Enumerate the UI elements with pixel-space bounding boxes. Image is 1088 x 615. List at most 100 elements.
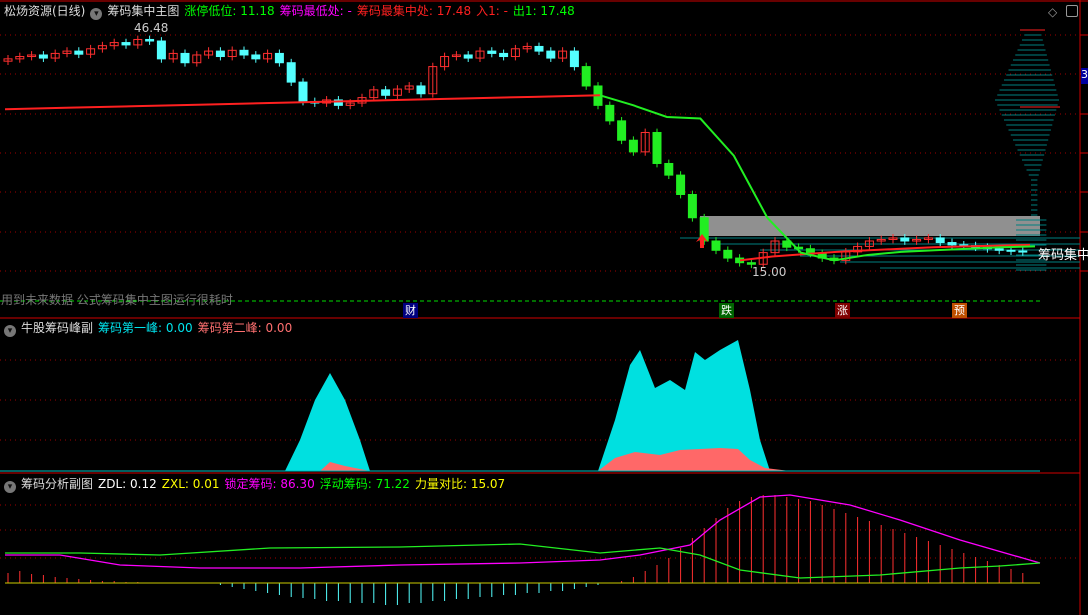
candle-body [935,237,945,244]
candle-body [770,240,780,254]
stock-name: 松炀资源(日线) [4,4,86,18]
indicator-name[interactable]: 筹码集中主图 [107,4,180,18]
candle-body [994,248,1004,251]
candle-body [912,238,922,242]
chip-peak-two-area [598,448,790,471]
candle-body [156,40,166,60]
field-value: 0.01 [192,477,220,491]
field-value: - [347,4,352,18]
candle-body [381,89,391,96]
field-label: 筹码最集中处 [356,4,429,18]
candle-body [888,237,898,240]
field-label: 涨停低位 [184,4,233,18]
candle-body [86,48,96,55]
candle-body [416,85,426,95]
field-value: 0.00 [265,321,293,335]
event-tag-fall[interactable]: 跌 [719,303,734,318]
candle-body [522,45,532,50]
candle-body [133,38,143,46]
cost-line-red-late [739,243,1031,262]
sub1-indicator-name[interactable]: 牛股筹码峰副 [21,321,94,335]
candle-body [711,240,721,251]
indicator-menu-icon[interactable]: ▾ [90,8,103,20]
chip-label: 筹码集中 [1038,248,1088,263]
candle-body [676,174,686,195]
candle-body [369,89,379,99]
candle-body [239,49,249,56]
candle-body [1006,249,1016,252]
field-0: 涨停低位: 11.18 [184,4,275,18]
field-1: 筹码第二峰: 0.00 [197,321,293,335]
candle-body [699,217,709,242]
candle-body [463,54,473,59]
high-price-label: 46.48 [134,21,169,35]
candle-body [168,52,178,60]
candle-body [121,42,131,46]
event-tag-forecast[interactable]: 预 [952,303,967,318]
candle-body [475,50,485,59]
event-tag-rise[interactable]: 涨 [835,303,850,318]
field-value: 17.48 [436,4,472,18]
candle-body [640,131,650,153]
field-1: 筹码最低处: - [279,4,352,18]
candle-body [487,50,497,54]
candle-body [62,50,72,54]
candle-body [274,52,284,64]
candle-body [192,54,202,64]
field-label: 出1 [512,4,533,18]
field-value: 0.12 [130,477,157,491]
field-value: 86.30 [280,477,315,491]
field-label: 浮动筹码 [319,477,368,491]
indicator-menu-icon[interactable]: ▾ [4,481,16,493]
sub2-header: ▾ 筹码分析副图 ZDL: 0.12 ZXL: 0.01 锁定筹码: 86.30 浮动筹码… [4,476,515,493]
field-label: ZDL [98,477,123,491]
candle-body [404,85,414,90]
window-toggle-icon[interactable] [1066,5,1078,17]
candle-body [392,88,402,96]
field-label: 筹码第二峰 [197,321,258,335]
candle-body [546,50,556,59]
field-label: 力量对比 [414,477,463,491]
candle-body [617,120,627,141]
candle-body [534,45,544,52]
candle-body [227,49,237,58]
candle-body [569,50,579,68]
field-value: 71.22 [375,477,410,491]
indicator-menu-icon[interactable]: ▾ [4,325,16,337]
cost-line-red [4,94,601,111]
field-label: ZXL [161,477,185,491]
candle-body [947,242,957,246]
sub2-indicator-name[interactable]: 筹码分析副图 [21,477,94,491]
chip-zone-box [700,216,1040,236]
candle-body [746,262,756,265]
field-label: 锁定筹码 [224,477,273,491]
field-value: 0.00 [165,321,193,335]
sub1-header: ▾ 牛股筹码峰副 筹码第一峰: 0.00 筹码第二峰: 0.00 [4,320,302,337]
candle-body [664,162,674,176]
event-tag-finance[interactable]: 财 [403,303,418,318]
candle-body [345,102,355,106]
candle-body [440,56,450,68]
candle-body [263,52,273,60]
diamond-icon[interactable]: ◇ [1048,5,1058,19]
candle-body [499,52,509,58]
candle-body [50,52,60,59]
candle-body [558,50,568,59]
field-4: 出1: 17.48 [512,4,575,18]
locked-chip-line [5,494,1041,569]
field-value: 15.07 [470,477,506,491]
candle-body [605,104,615,122]
candle-body [251,54,261,60]
chip-peak-one-area [598,340,770,471]
candle-body [145,38,155,42]
low-price-label: 15.00 [752,265,787,279]
candle-body [876,238,886,242]
candle-body [451,54,461,58]
buy-arrow-icon [696,234,708,248]
candle-body [3,58,13,62]
candle-body [97,45,107,50]
field-value: 17.48 [540,4,575,18]
candle-body [900,237,910,242]
candle-body [204,50,214,56]
